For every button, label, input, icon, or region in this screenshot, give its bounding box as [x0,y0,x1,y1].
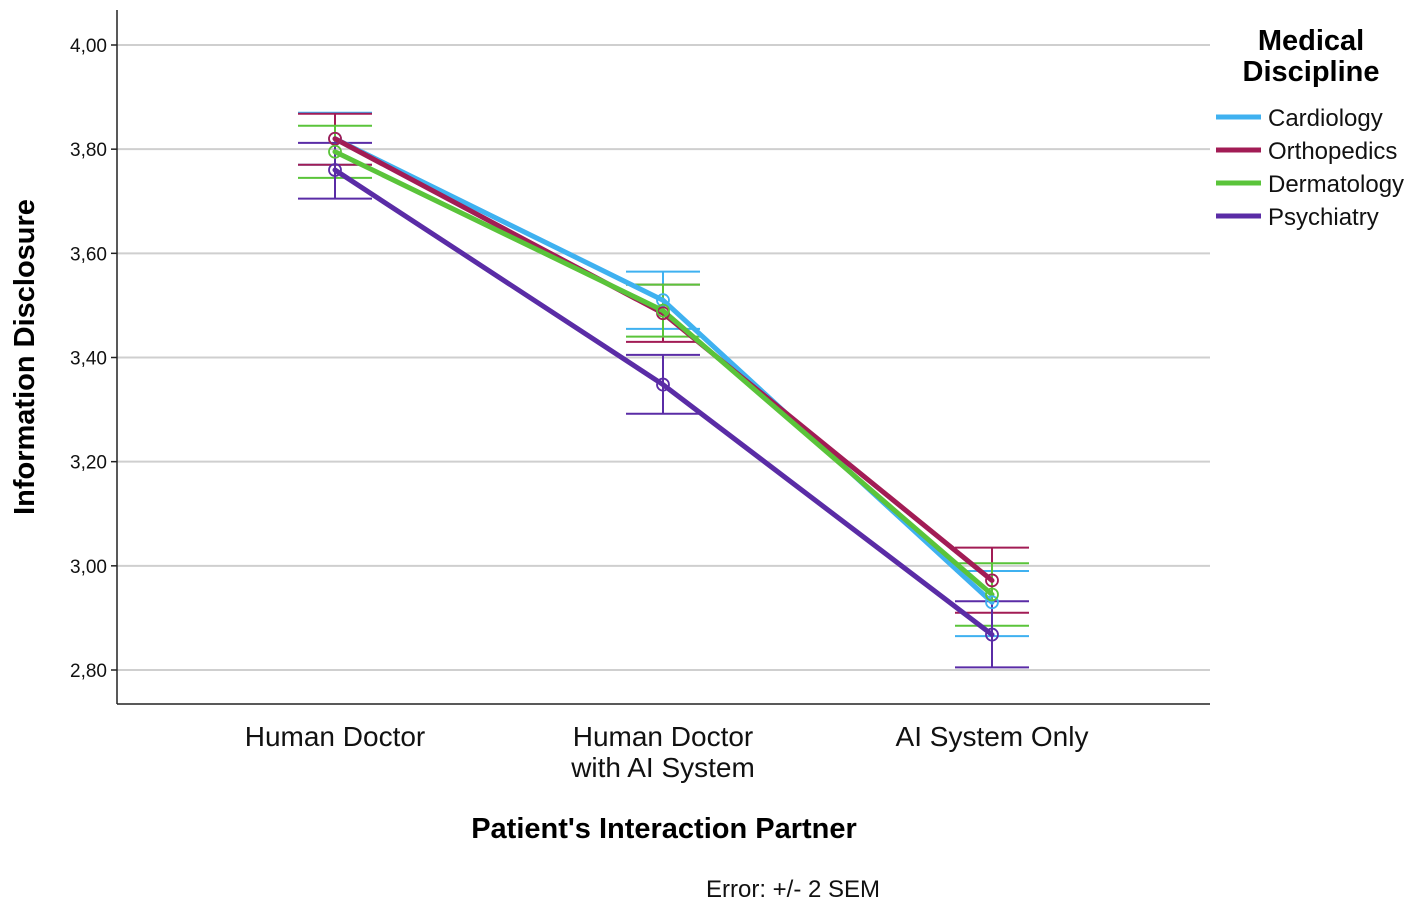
data-point-marker [656,293,670,308]
y-tick-label: 2,80 [70,661,107,682]
legend-label: Orthopedics [1268,138,1397,165]
x-category-label: AI System Only [896,721,1089,752]
series-line-dermatology [332,149,995,597]
data-point-marker [985,587,999,602]
x-category-labels: Human Doctor Human Doctor with AI SystemAI… [245,721,1089,783]
y-tick-label: 3,80 [70,140,107,161]
y-tick-label: 3,60 [70,244,107,265]
legend-label: Cardiology [1268,105,1383,132]
series-lines [332,136,995,638]
y-tick-label: 3,40 [70,349,107,370]
data-point-marker [985,573,999,588]
x-category-label-line: Human Doctor [573,721,754,752]
data-point-marker [656,303,670,318]
legend-title-line-1: Medical [1258,25,1364,57]
data-point-marker [985,627,999,642]
legend-label: Psychiatry [1268,204,1379,231]
y-tick-label: 4,00 [70,36,107,57]
x-category-label: Human Doctor [245,721,426,752]
x-axis-title: Patient's Interaction Partner [471,813,857,845]
data-point-marker [656,377,670,392]
x-category-label-line: with AI System [570,752,755,783]
series-markers [328,131,999,642]
series-line-psychiatry [332,167,995,638]
data-point-marker [328,131,342,146]
legend-title-line-2: Discipline [1243,56,1380,88]
legend: Medical Discipline Cardiology Orthopedics… [1216,25,1404,231]
y-tick-label: 3,00 [70,557,107,578]
data-point-marker [328,144,342,159]
y-tick-labels: 2,80 3,00 3,20 3,40 3,60 3,80 4,00 [70,36,107,682]
x-category-label-line: Human Doctor [245,721,426,752]
data-point-marker [328,163,342,177]
x-category-label-line: AI System Only [896,721,1089,752]
y-axis-title: Information Disclosure [9,199,41,515]
y-tick-label: 3,20 [70,453,107,474]
gridlines [111,44,1210,671]
axes [116,10,1210,705]
legend-items: Cardiology Orthopedics Dermatology Psychiat… [1216,105,1404,231]
legend-label: Dermatology [1268,171,1404,198]
data-point-marker [985,595,999,610]
error-annotation: Error: +/- 2 SEM [706,876,880,903]
x-category-label: Human Doctor with AI System [570,721,755,783]
